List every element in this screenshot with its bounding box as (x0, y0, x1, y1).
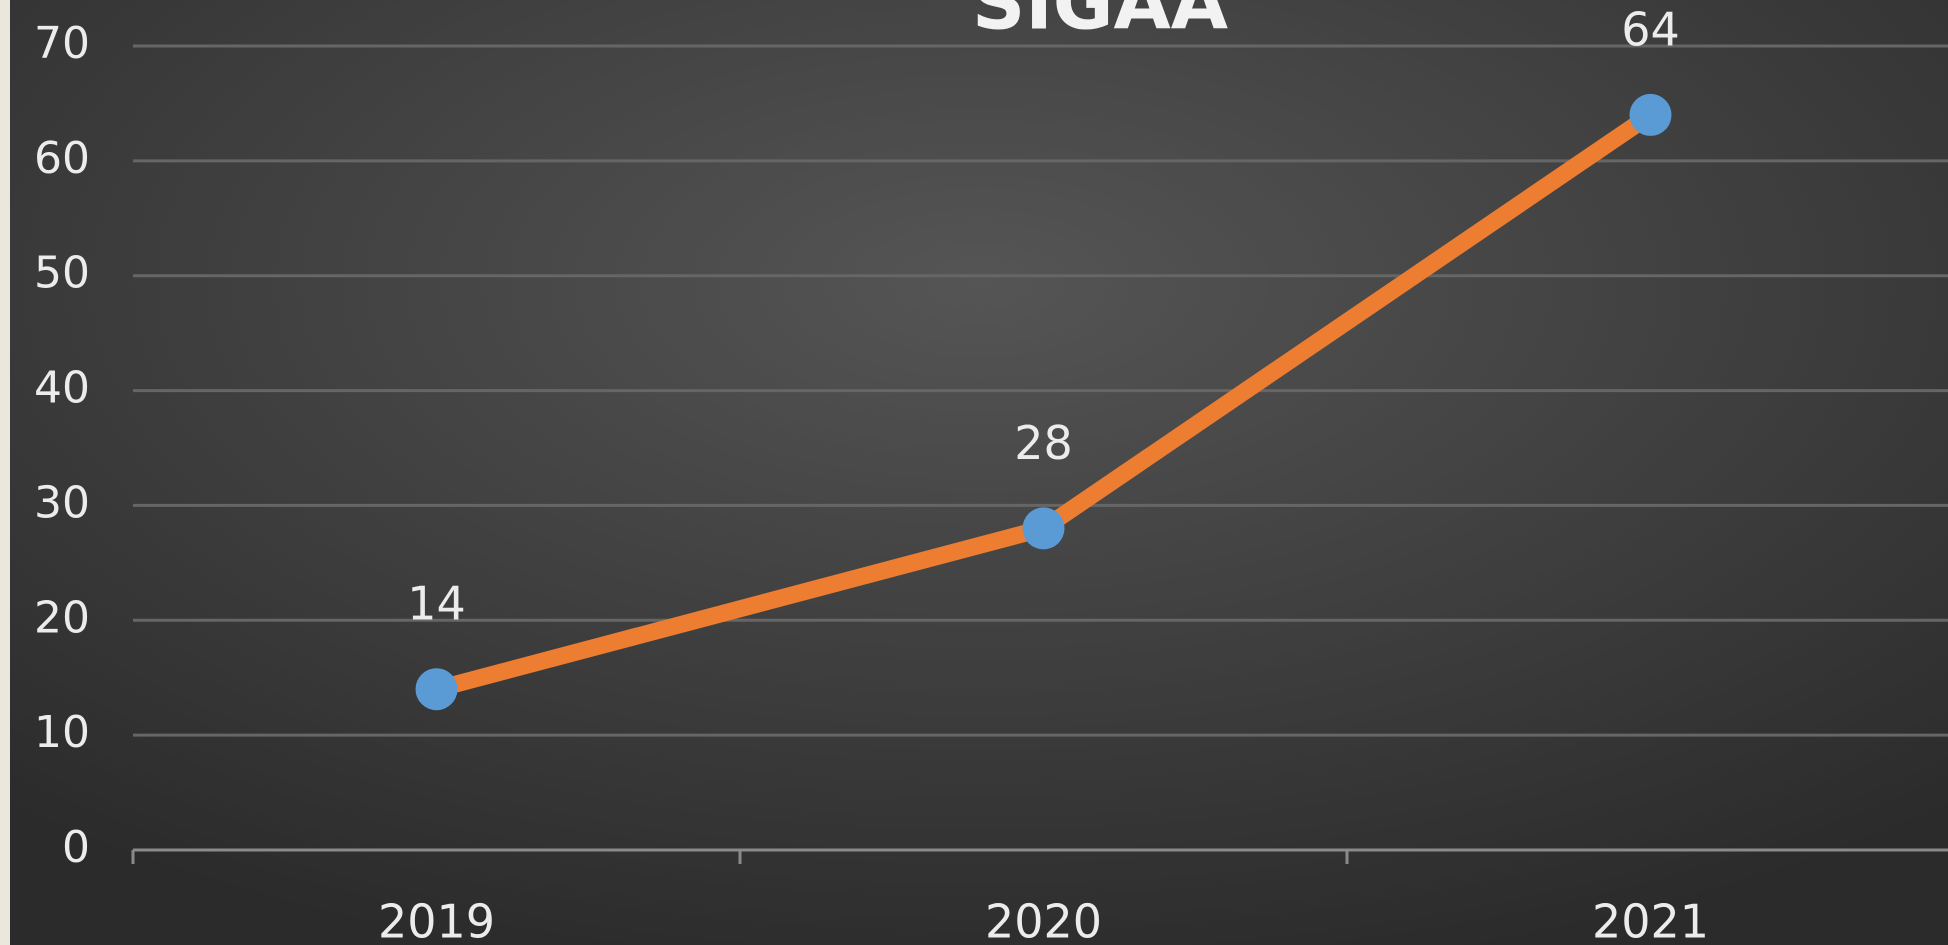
y-tick-label: 40 (34, 363, 90, 414)
data-label: 14 (407, 577, 466, 631)
marker (1022, 507, 1065, 550)
y-tick-label: 50 (34, 248, 90, 299)
y-tick-label: 0 (62, 822, 90, 873)
data-label: 28 (1014, 416, 1073, 470)
marker (415, 668, 458, 711)
data-label: 64 (1621, 2, 1680, 56)
y-tick-label: 10 (34, 707, 90, 758)
x-tick-label: 2021 (1592, 895, 1709, 945)
background (10, 0, 1948, 945)
y-tick-label: 60 (34, 133, 90, 184)
chart-title: SIGAA (972, 0, 1228, 47)
marker (1629, 93, 1672, 136)
y-tick-label: 20 (34, 592, 90, 643)
chart: SIGAA 0 10 20 30 40 50 60 70 2019 2020 2021 14 28 64 (10, 0, 1948, 945)
x-tick-label: 2020 (985, 895, 1102, 945)
x-tick-label: 2019 (378, 895, 495, 945)
y-tick-label: 70 (34, 18, 90, 69)
y-tick-label: 30 (34, 477, 90, 528)
